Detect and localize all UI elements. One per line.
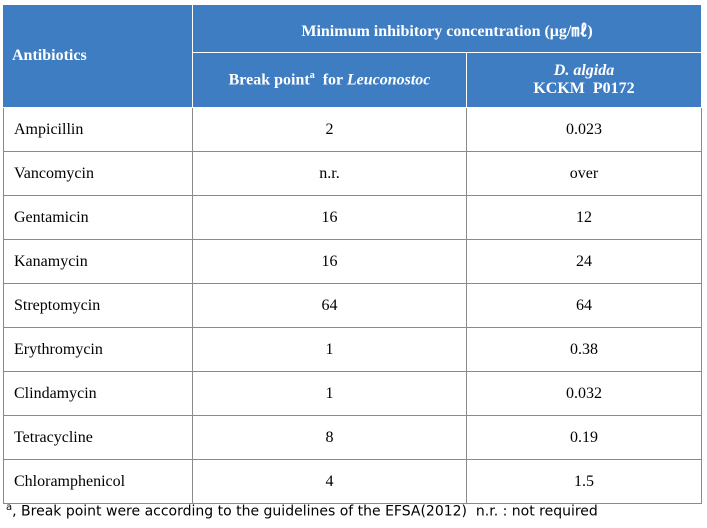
row: Ampicillin 2 0.023 — [3, 107, 703, 152]
antibiotic: Erythromycin — [3, 327, 193, 372]
text: Break point — [228, 71, 310, 89]
mic-value: 0.38 — [465, 327, 703, 372]
mic-value: 16 — [192, 195, 467, 240]
mic-value: 64 — [192, 283, 467, 328]
antibiotic: Gentamicin — [3, 195, 193, 240]
row: Streptomycin 64 64 — [3, 283, 703, 328]
header-strain: D. algida KCKM P0172 — [465, 52, 703, 108]
row: Erythromycin 1 0.38 — [3, 327, 703, 372]
antibiotic: Streptomycin — [3, 283, 193, 328]
row: Kanamycin 16 24 — [3, 239, 703, 284]
row: Gentamicin 16 12 — [3, 195, 703, 240]
antibiotic: Clindamycin — [3, 371, 193, 416]
antibiotic: Vancomycin — [3, 151, 193, 196]
strain-code: KCKM P0172 — [533, 80, 635, 97]
mic-value: 64 — [465, 283, 703, 328]
text: for — [322, 71, 343, 89]
mic-value: 2 — [192, 107, 467, 152]
mic-value: over — [465, 151, 703, 196]
antibiotic: Chloramphenicol — [3, 459, 193, 504]
mic-value: 16 — [192, 239, 467, 284]
row: Clindamycin 1 0.032 — [3, 371, 703, 416]
superscript: a — [309, 70, 315, 82]
mic-value: 1.5 — [465, 459, 703, 504]
species: D. algida — [553, 62, 615, 79]
row: Tetracycline 8 0.19 — [3, 415, 703, 460]
mic-value: 0.023 — [465, 107, 703, 152]
mic-value: 1 — [192, 327, 467, 372]
mic-value: 12 — [465, 195, 703, 240]
mic-value: n.r. — [192, 151, 467, 196]
mic-value: 0.19 — [465, 415, 703, 460]
mic-value: 4 — [192, 459, 467, 504]
genus: Leuconostoc — [346, 71, 431, 89]
header-group: Minimum inhibitory concentration (μg/㎖) — [191, 4, 703, 53]
table-body: Ampicillin 2 0.023 Vancomycin n.r. over Gentam… — [3, 107, 703, 504]
mic-value: 1 — [192, 371, 467, 416]
mic-value: 8 — [192, 415, 467, 460]
row: Vancomycin n.r. over — [3, 151, 703, 196]
antibiotic: Ampicillin — [3, 107, 193, 152]
superscript: a — [6, 502, 13, 513]
mic-table: Antibiotics Minimum inhibitory concentra… — [3, 4, 703, 504]
antibiotic: Tetracycline — [3, 415, 193, 460]
header-break-point: Break pointa for Leuconostoc — [192, 52, 467, 108]
mic-value: 0.032 — [465, 371, 703, 416]
antibiotic: Kanamycin — [3, 239, 193, 284]
header-antibiotics: Antibiotics — [3, 4, 193, 108]
footnote-text: , Break point were according to the guid… — [12, 503, 598, 520]
row: Chloramphenicol 4 1.5 — [3, 459, 703, 504]
footnote: a, Break point were according to the gui… — [6, 502, 598, 520]
mic-value: 24 — [465, 239, 703, 284]
